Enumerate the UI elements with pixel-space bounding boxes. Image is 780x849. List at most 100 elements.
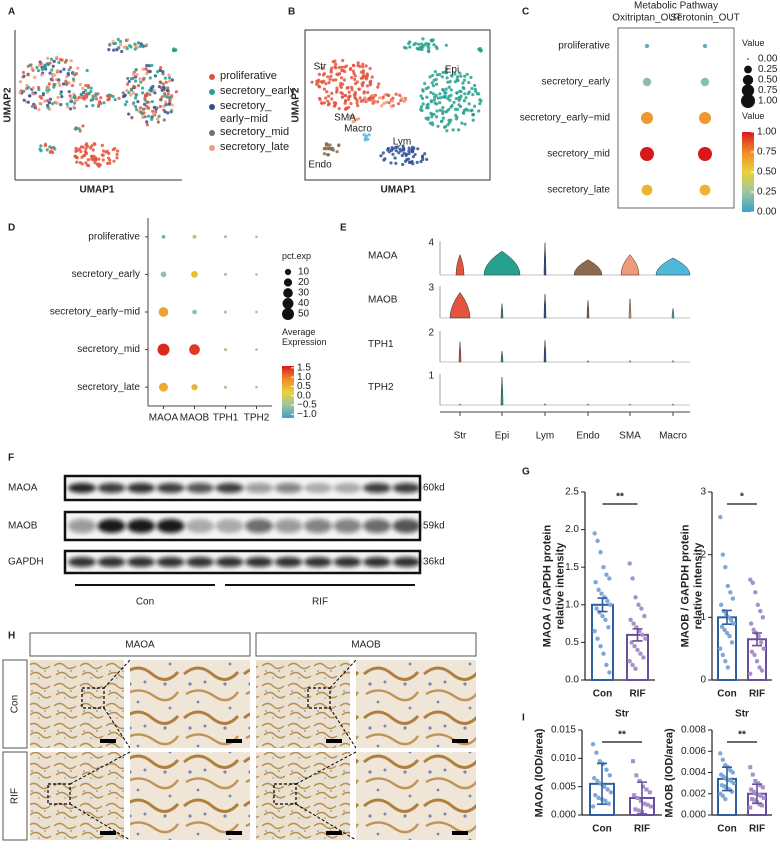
cell-point <box>145 120 149 124</box>
y-axis-label: MAOB (IOD/area) <box>663 727 676 818</box>
cell-point <box>87 92 91 96</box>
cell-point <box>74 72 78 76</box>
cell-point <box>410 145 415 149</box>
cell-point <box>438 101 442 105</box>
data-point <box>749 787 754 792</box>
y-tick-label: 0.000 <box>551 810 576 821</box>
y-tick-label: 2 <box>700 549 706 560</box>
cell-point <box>455 91 459 95</box>
cell-point <box>455 77 459 82</box>
row-label: secretory_early <box>72 269 140 280</box>
cell-point <box>430 81 434 85</box>
y-tick-label: 1 <box>700 612 706 623</box>
cell-point <box>399 98 403 103</box>
cell-point <box>73 99 77 103</box>
row-label: secretory_early <box>542 77 610 88</box>
data-point <box>633 807 638 812</box>
cell-point <box>324 96 328 100</box>
cell-point <box>424 87 428 91</box>
cell-point <box>427 46 431 50</box>
cell-point <box>113 41 118 45</box>
blot-band <box>363 483 391 493</box>
cell-point <box>365 72 369 76</box>
data-point <box>590 804 596 809</box>
data-point <box>750 772 755 777</box>
cell-point <box>72 105 76 109</box>
cell-point <box>402 99 406 103</box>
cell-point <box>477 92 481 96</box>
cluster-label: Str <box>314 62 327 73</box>
cell-point <box>436 96 440 100</box>
violin <box>587 359 589 363</box>
cell-point <box>410 160 414 164</box>
cell-point <box>125 82 130 86</box>
violin <box>483 250 521 276</box>
cell-point <box>132 101 136 105</box>
data-point <box>599 591 604 596</box>
cell-point <box>136 41 141 45</box>
cell-point <box>18 90 22 95</box>
cell-point <box>356 61 360 65</box>
cell-point <box>441 116 446 120</box>
cell-point <box>85 95 89 99</box>
cell-point <box>391 152 395 156</box>
cell-point <box>389 148 394 153</box>
error-bar <box>637 781 647 815</box>
cell-point <box>65 102 69 106</box>
cell-point <box>411 149 415 154</box>
cell-point <box>166 92 170 96</box>
cell-point <box>156 120 160 124</box>
cell-point <box>387 93 391 98</box>
data-point <box>725 665 731 670</box>
cell-point <box>431 84 436 88</box>
cell-point <box>52 85 56 89</box>
legend-label: proliferative <box>220 70 277 82</box>
x-axis-label: UMAP1 <box>380 185 415 196</box>
cell-point <box>354 96 358 101</box>
blot-band <box>215 557 244 567</box>
cell-point <box>341 58 345 63</box>
cell-point <box>367 133 371 137</box>
cell-point <box>112 159 116 163</box>
cell-point <box>167 102 172 106</box>
data-point <box>594 750 599 755</box>
cell-point <box>86 158 90 162</box>
violin <box>586 300 590 319</box>
cell-point <box>365 98 369 103</box>
cell-point <box>86 84 90 88</box>
data-point <box>627 659 632 664</box>
data-point <box>729 618 734 623</box>
cell-point <box>430 115 434 119</box>
blot-band <box>392 483 421 493</box>
scale-bar <box>100 739 116 743</box>
row-label: secretory_early−mid <box>520 113 610 124</box>
cell-point <box>401 162 405 167</box>
ihc-image <box>130 752 250 840</box>
blot-label: MAOA <box>8 483 38 494</box>
cell-point <box>339 76 344 80</box>
cell-point <box>419 94 423 98</box>
error-bar <box>632 628 643 642</box>
cell-point <box>359 99 363 103</box>
cell-point <box>51 72 55 76</box>
blot-band <box>186 519 214 533</box>
scale-bar <box>326 831 342 835</box>
cell-point <box>346 85 350 90</box>
y-tick-label: 1.5 <box>565 562 579 573</box>
ihc-image <box>256 752 350 840</box>
size-legend-label: 1.00 <box>758 96 778 107</box>
cell-point <box>102 101 106 105</box>
dot <box>157 343 170 356</box>
y-tick-label: 0.010 <box>551 753 576 764</box>
blot-band <box>245 483 273 493</box>
cell-point <box>75 160 79 164</box>
cell-point <box>115 48 119 52</box>
cell-point <box>358 96 362 100</box>
cell-point <box>397 151 401 155</box>
y-axis-label: UMAP2 <box>3 87 14 122</box>
data-point <box>608 602 613 607</box>
cell-point <box>52 59 56 63</box>
cell-point <box>330 91 334 95</box>
cell-point <box>445 76 449 80</box>
size-legend-dot <box>283 288 293 298</box>
